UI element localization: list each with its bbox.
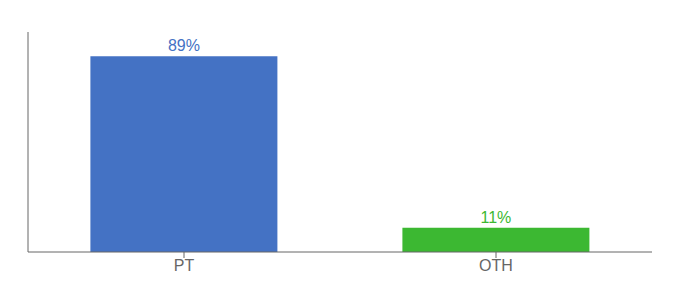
svg-text:PT: PT [174,257,195,274]
svg-text:89%: 89% [168,37,200,54]
svg-text:11%: 11% [480,209,511,226]
svg-text:OTH: OTH [479,257,513,274]
